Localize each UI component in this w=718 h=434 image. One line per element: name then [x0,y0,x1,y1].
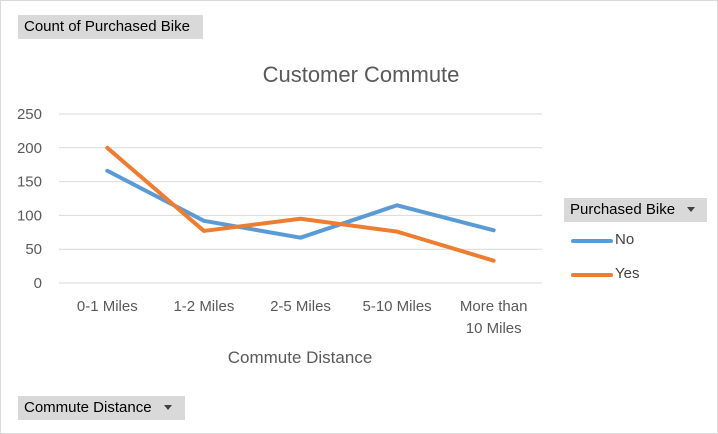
y-tick-label: 50 [25,241,42,258]
series-lines [105,145,496,263]
y-tick-label: 0 [34,275,42,292]
y-axis-ticks: 0 50 100 150 200 250 [17,106,42,292]
x-tick-label: More than 10 Miles [460,298,528,337]
series-line-no [105,168,496,240]
x-axis-ticks: 0-1 Miles 1-2 Miles 2-5 Miles 5-10 Miles Mor… [77,298,528,337]
axis-field-label: Commute Distance [24,399,152,416]
y-tick-label: 150 [17,174,42,191]
axis-field-button[interactable]: Commute Distance [18,396,185,420]
x-tick-label: 5-10 Miles [362,298,431,315]
x-axis-title: Commute Distance [228,348,373,367]
legend-field-button[interactable]: Purchased Bike [564,198,707,222]
legend-label-no: No [615,231,635,248]
value-field-button[interactable]: Count of Purchased Bike [18,15,203,39]
legend-field-label: Purchased Bike [570,201,676,218]
x-tick-label: 1-2 Miles [173,298,234,315]
legend-swatch-no [571,239,613,243]
x-tick-label: 0-1 Miles [77,298,138,315]
series-line-yes [105,145,496,263]
gridlines [59,113,542,284]
y-tick-label: 200 [17,140,42,157]
y-tick-label: 250 [17,106,42,123]
legend-swatch-yes [571,273,613,277]
x-tick-label: 2-5 Miles [270,298,331,315]
chevron-down-icon[interactable] [163,404,172,410]
chevron-down-icon[interactable] [687,206,696,212]
legend-label-yes: Yes [615,265,640,282]
y-tick-label: 100 [17,207,42,224]
value-field-label: Count of Purchased Bike [24,18,190,35]
chart-title: Customer Commute [263,62,460,87]
